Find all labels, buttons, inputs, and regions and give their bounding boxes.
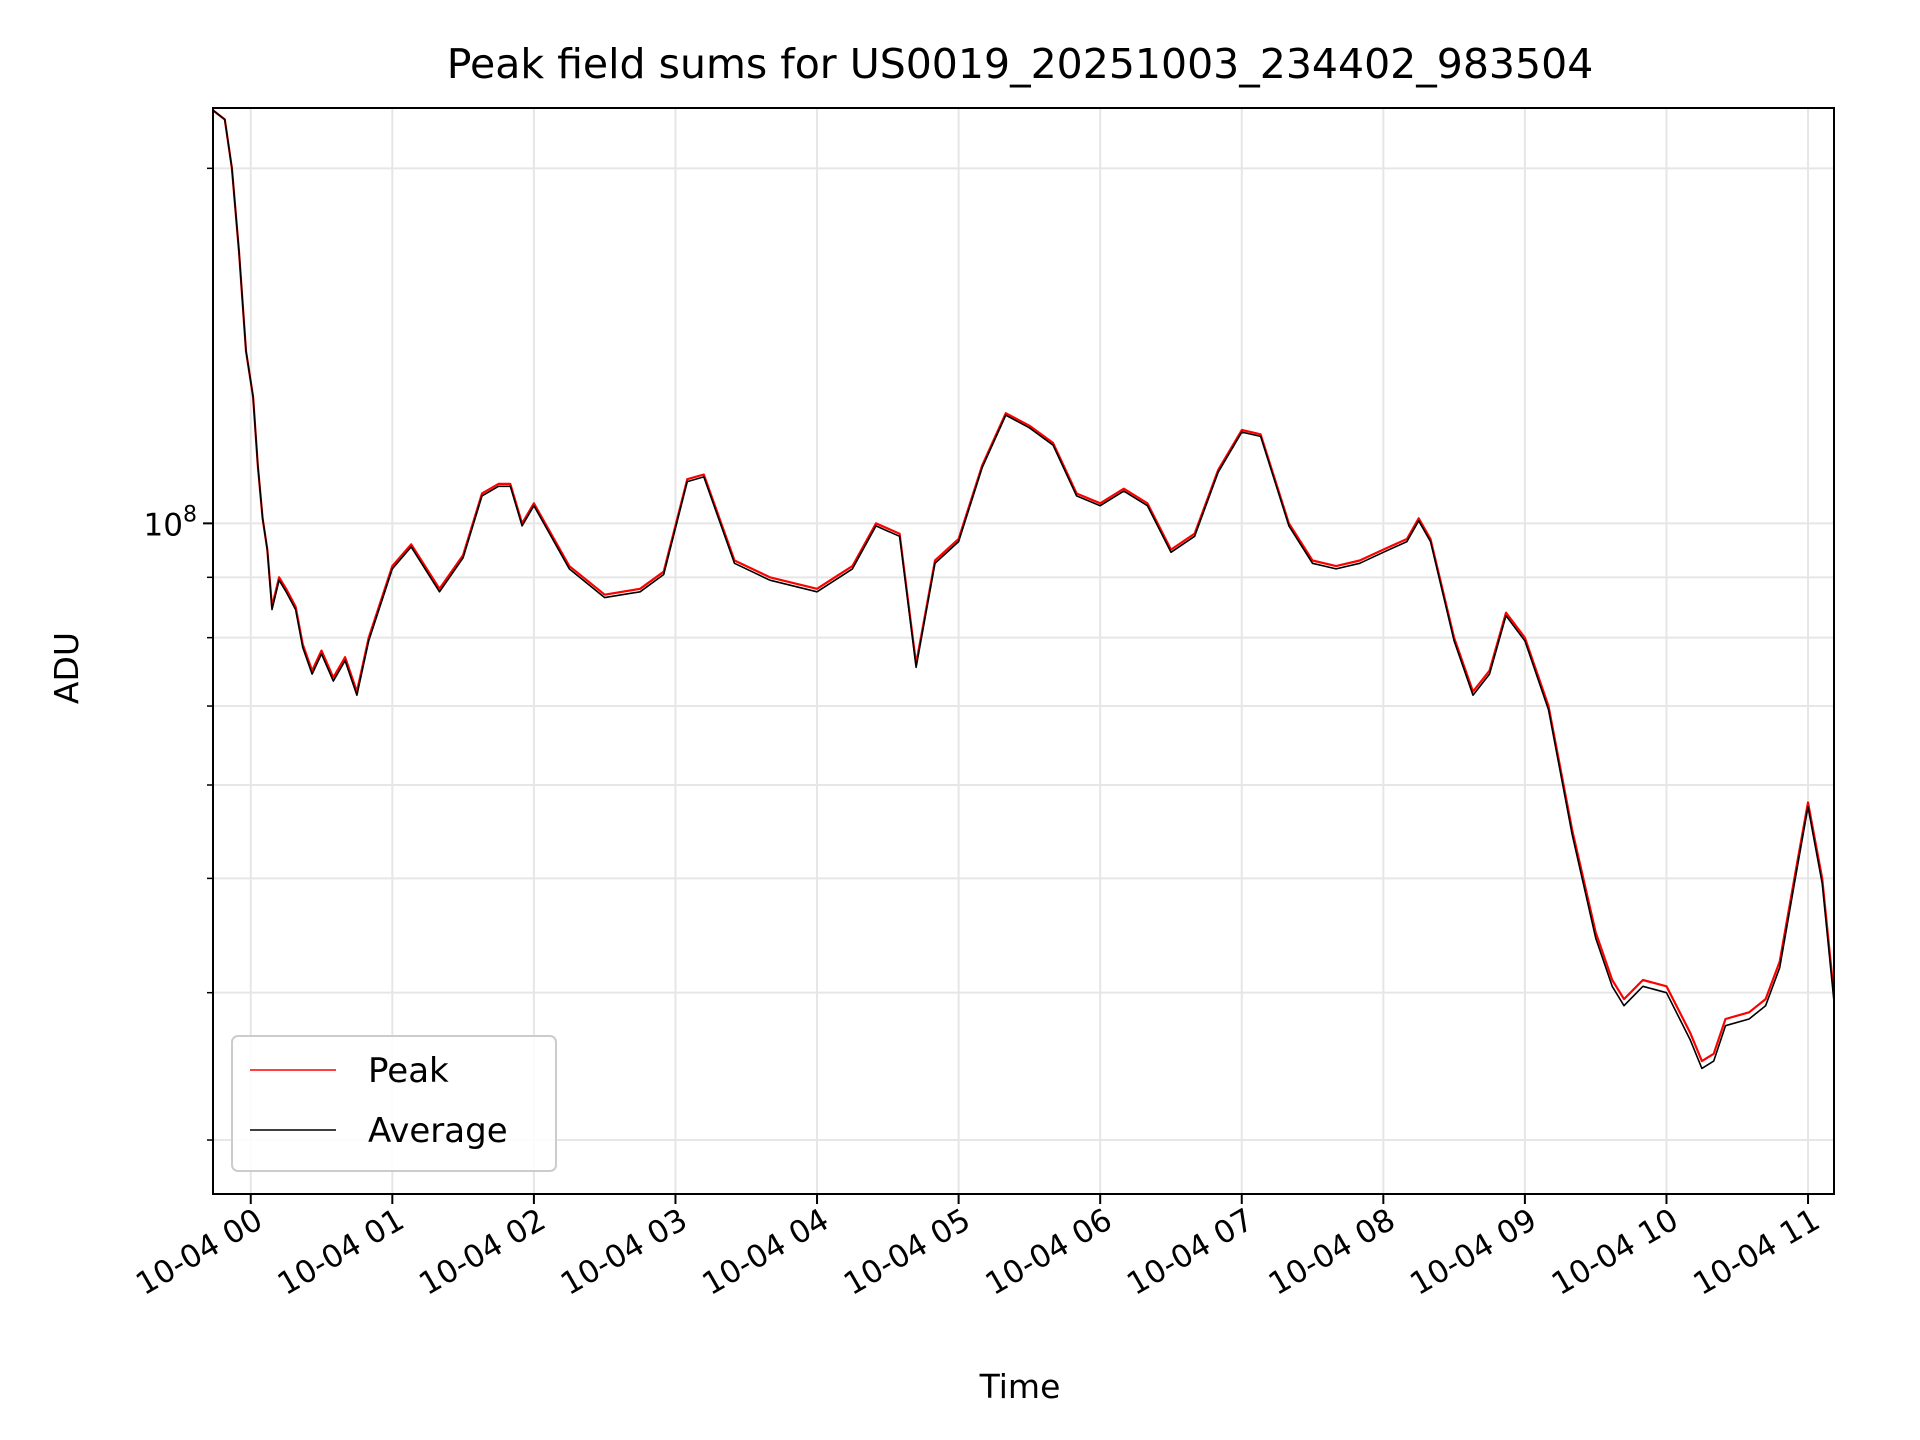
legend-label-peak: Peak — [368, 1051, 449, 1091]
series-line-average — [213, 109, 1834, 1070]
series-layer — [213, 109, 1834, 1070]
legend: Peak Average — [231, 1035, 557, 1172]
x-axis-label: Time — [979, 1367, 1061, 1406]
y-axis-label: ADU — [47, 632, 86, 704]
legend-label-average: Average — [368, 1111, 508, 1151]
y-tick-label: 108 — [144, 502, 197, 543]
grid — [213, 108, 1834, 1194]
chart-title: Peak field sums for US0019_20251003_2344… — [447, 40, 1594, 88]
plot-frame — [212, 107, 1835, 1195]
